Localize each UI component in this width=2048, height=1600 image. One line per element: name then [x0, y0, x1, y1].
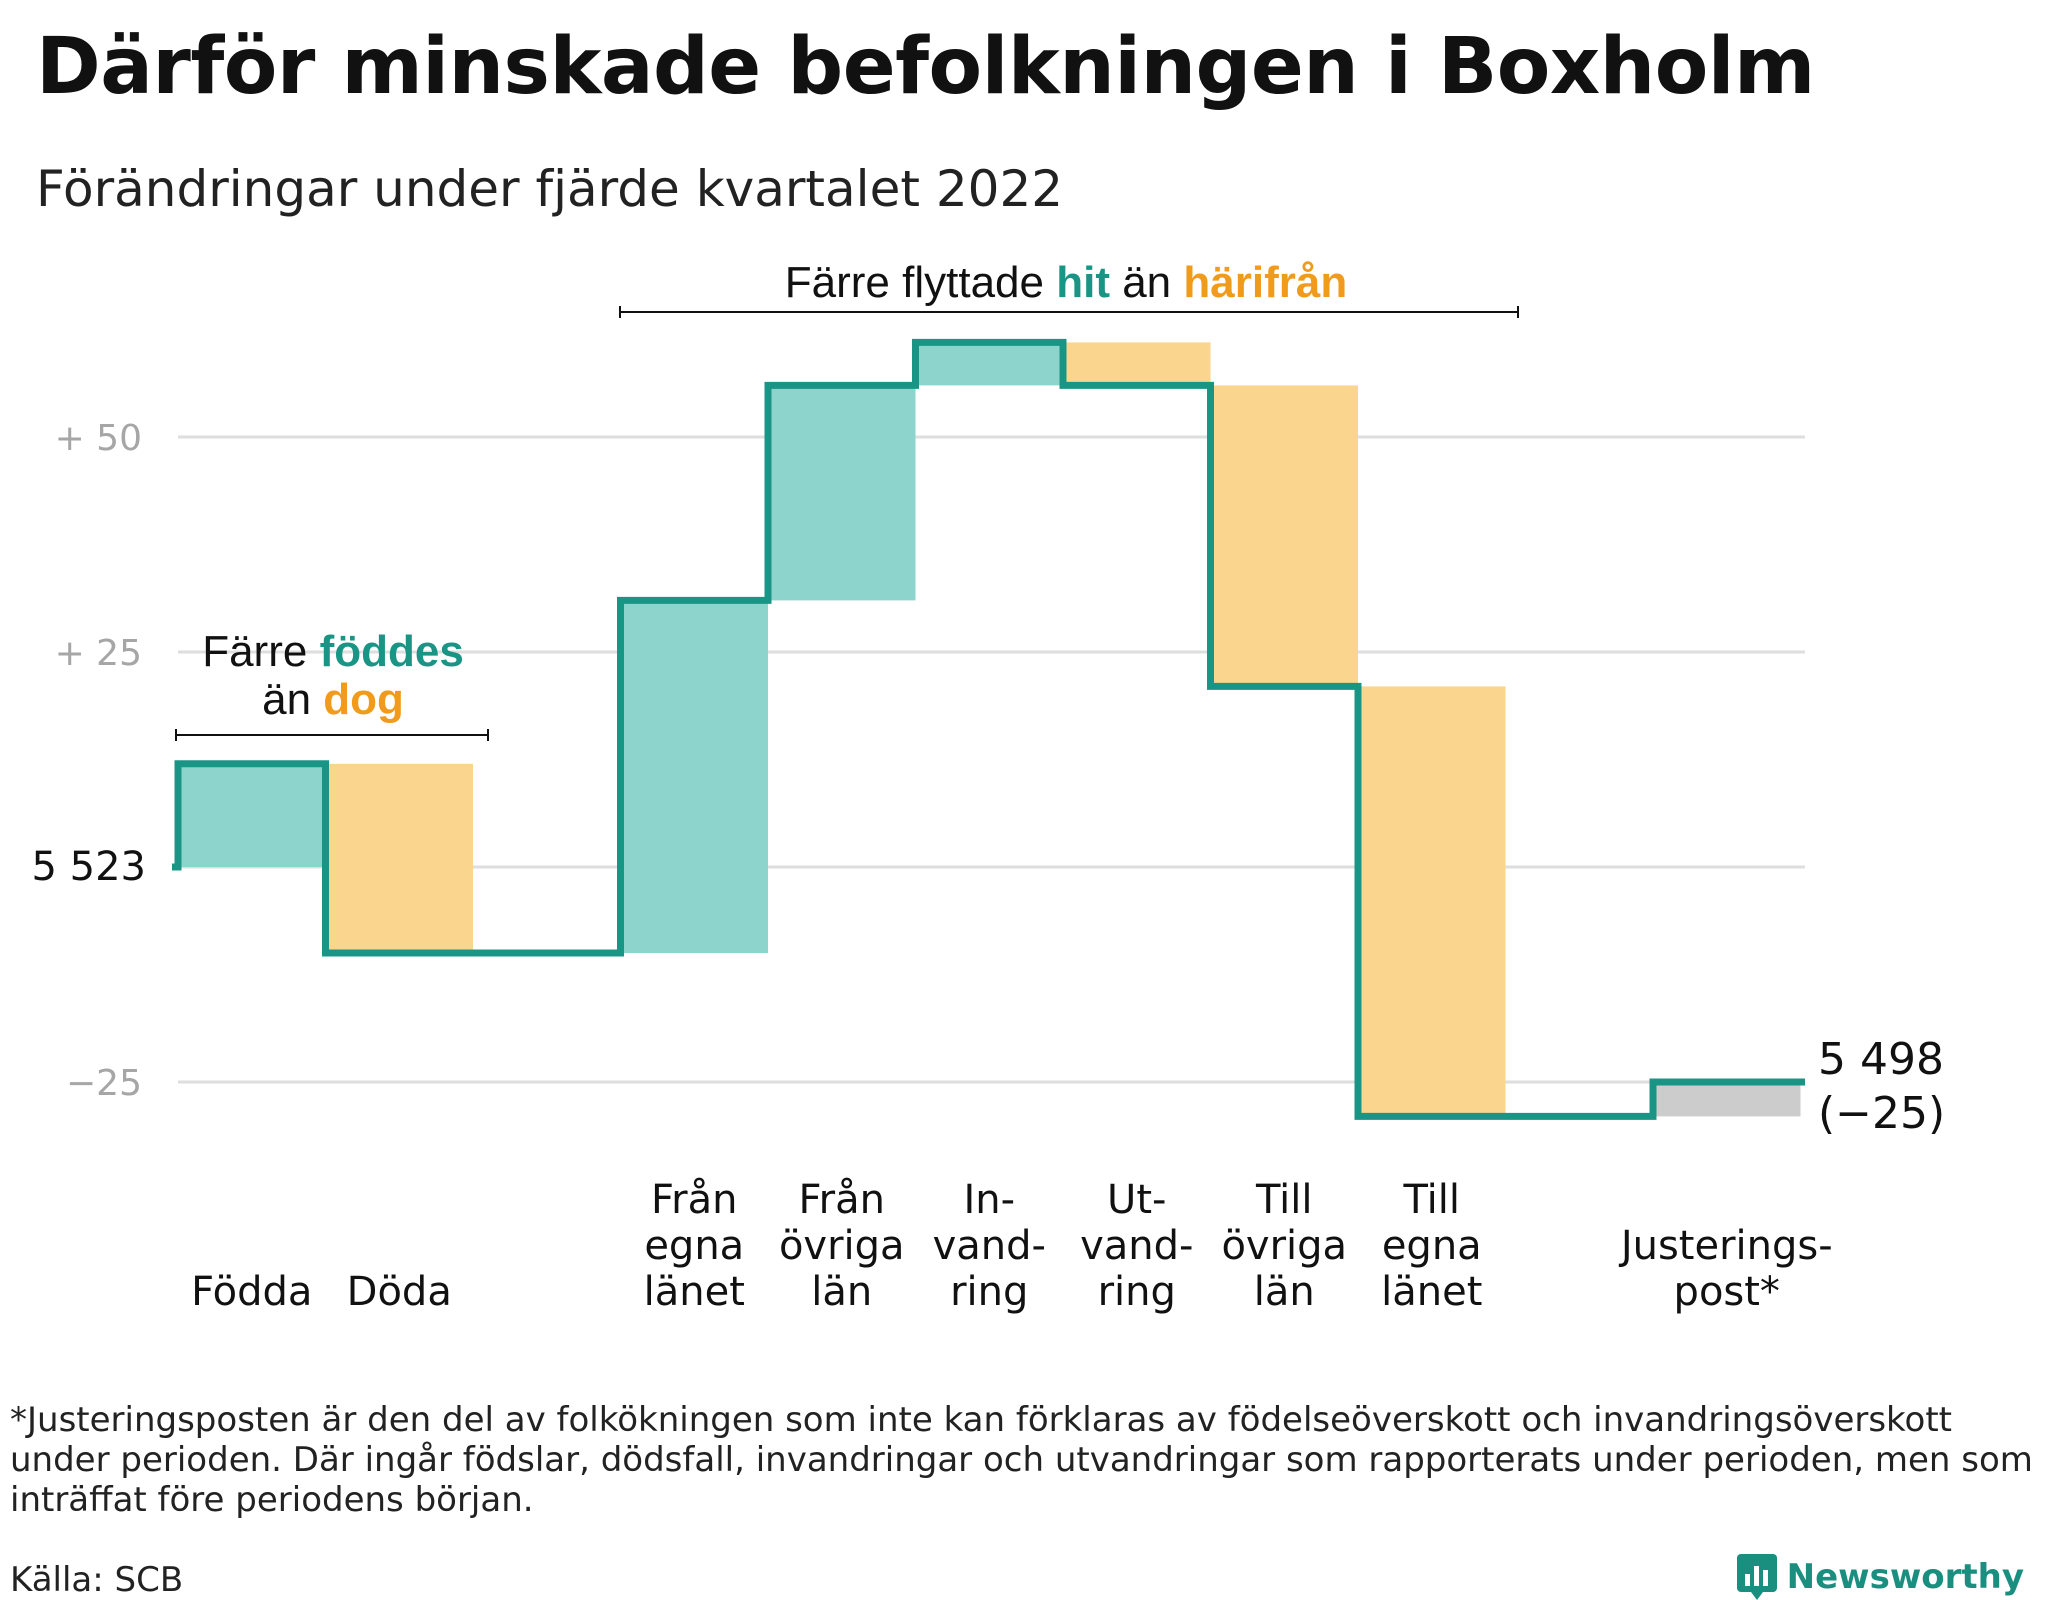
- annotation-fragment: Färre flyttade: [785, 258, 1056, 307]
- category-label: egna: [644, 1223, 744, 1269]
- bar-outflow: [1210, 385, 1358, 687]
- annotation-fragment: föddes: [320, 627, 464, 676]
- newsworthy-logo-icon: [1736, 1554, 1777, 1600]
- births-annotation-line: än dog: [262, 675, 404, 724]
- y-tick-label: + 25: [55, 633, 142, 674]
- category-label: län: [811, 1269, 872, 1315]
- annotation-fragment: än: [1110, 258, 1183, 307]
- bar-inflow: [915, 342, 1063, 386]
- category-label: län: [1254, 1269, 1315, 1315]
- bar-inflow: [768, 385, 916, 601]
- category-label: egna: [1382, 1223, 1482, 1269]
- footnote: *Justeringsposten är den del av folkökni…: [10, 1400, 2033, 1520]
- category-label: Till: [1402, 1177, 1460, 1223]
- start-value-label: 5 523: [31, 844, 146, 890]
- final-change-label: (−25): [1818, 1088, 1945, 1139]
- category-label: länet: [644, 1269, 745, 1315]
- births-annotation-line: Färre föddes: [202, 627, 464, 676]
- category-label: post*: [1674, 1269, 1780, 1315]
- annotation-fragment: Färre: [202, 627, 319, 676]
- category-label: Döda: [347, 1269, 452, 1315]
- chart-title: Därför minskade befolkningen i Boxholm: [36, 22, 1815, 112]
- bar-outflow: [1358, 686, 1506, 1117]
- annotation-fragment: hit: [1056, 258, 1110, 307]
- final-value-label: 5 498: [1818, 1034, 1944, 1085]
- brand-logo: Newsworthy: [1736, 1554, 2024, 1600]
- annotation-fragment: härifrån: [1183, 258, 1347, 307]
- cumulative-line: [172, 338, 1805, 1120]
- category-label: övriga: [1221, 1223, 1347, 1269]
- category-label: vand-: [1080, 1223, 1193, 1269]
- annotation-fragment: än: [262, 675, 323, 724]
- category-label: ring: [950, 1269, 1028, 1315]
- category-label: vand-: [933, 1223, 1046, 1269]
- category-label: Födda: [191, 1269, 312, 1315]
- bar-outflow: [1063, 342, 1211, 386]
- bar-outflow: [325, 763, 473, 953]
- category-label: ring: [1098, 1269, 1176, 1315]
- y-tick-label: −25: [66, 1063, 142, 1104]
- chart-subtitle: Förändringar under fjärde kvartalet 2022: [36, 160, 1064, 218]
- category-label: Från: [799, 1177, 885, 1223]
- source-note: Källa: SCB: [10, 1560, 184, 1600]
- annotation-fragment: dog: [323, 675, 404, 724]
- category-label: Ut-: [1107, 1177, 1166, 1223]
- bar-adjustment: [1653, 1082, 1801, 1117]
- brand-name: Newsworthy: [1786, 1557, 2024, 1597]
- bar-inflow: [178, 763, 326, 867]
- category-label: övriga: [779, 1223, 905, 1269]
- category-label: Från: [651, 1177, 737, 1223]
- category-label: Till: [1255, 1177, 1313, 1223]
- bar-inflow: [620, 600, 768, 953]
- category-label: In-: [963, 1177, 1015, 1223]
- category-label: länet: [1381, 1269, 1482, 1315]
- y-tick-label: + 50: [55, 418, 142, 459]
- category-label: Justerings-: [1618, 1223, 1833, 1269]
- moves-annotation: Färre flyttade hit än härifrån: [785, 258, 1347, 307]
